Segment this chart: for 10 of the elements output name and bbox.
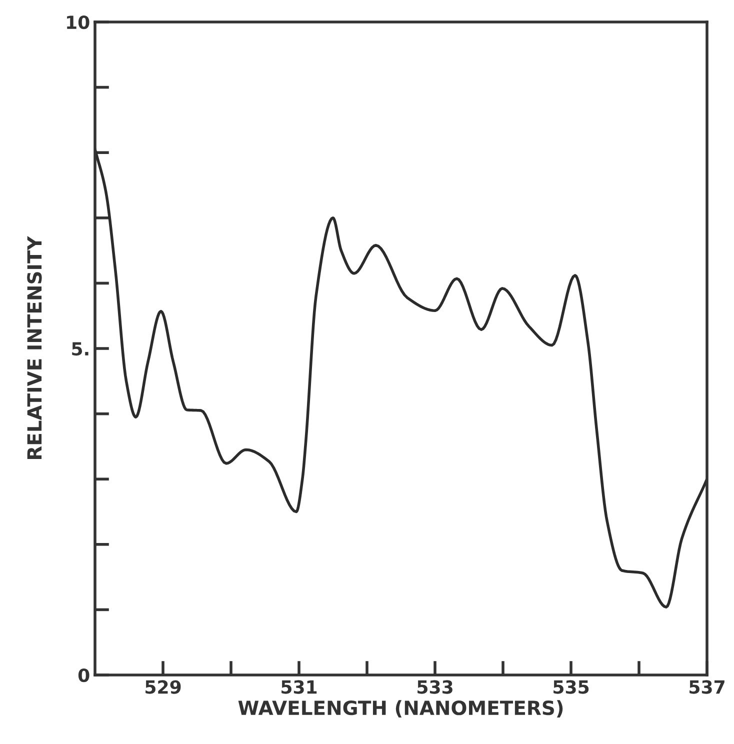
x-axis-title: WAVELENGTH (NANOMETERS) [238, 700, 563, 718]
x-tick-label: 531 [282, 680, 317, 694]
x-tick-label: 535 [554, 680, 589, 694]
x-tick-label: 537 [690, 680, 724, 694]
x-tick-label: 533 [418, 680, 452, 694]
y-tick-label: 10 [67, 15, 90, 30]
y-tick-label: 5. [72, 342, 88, 356]
y-tick-label: 0 [78, 668, 90, 682]
x-tick-label: 529 [146, 680, 181, 694]
y-axis-title: RELATIVE INTENSITY [27, 236, 42, 460]
